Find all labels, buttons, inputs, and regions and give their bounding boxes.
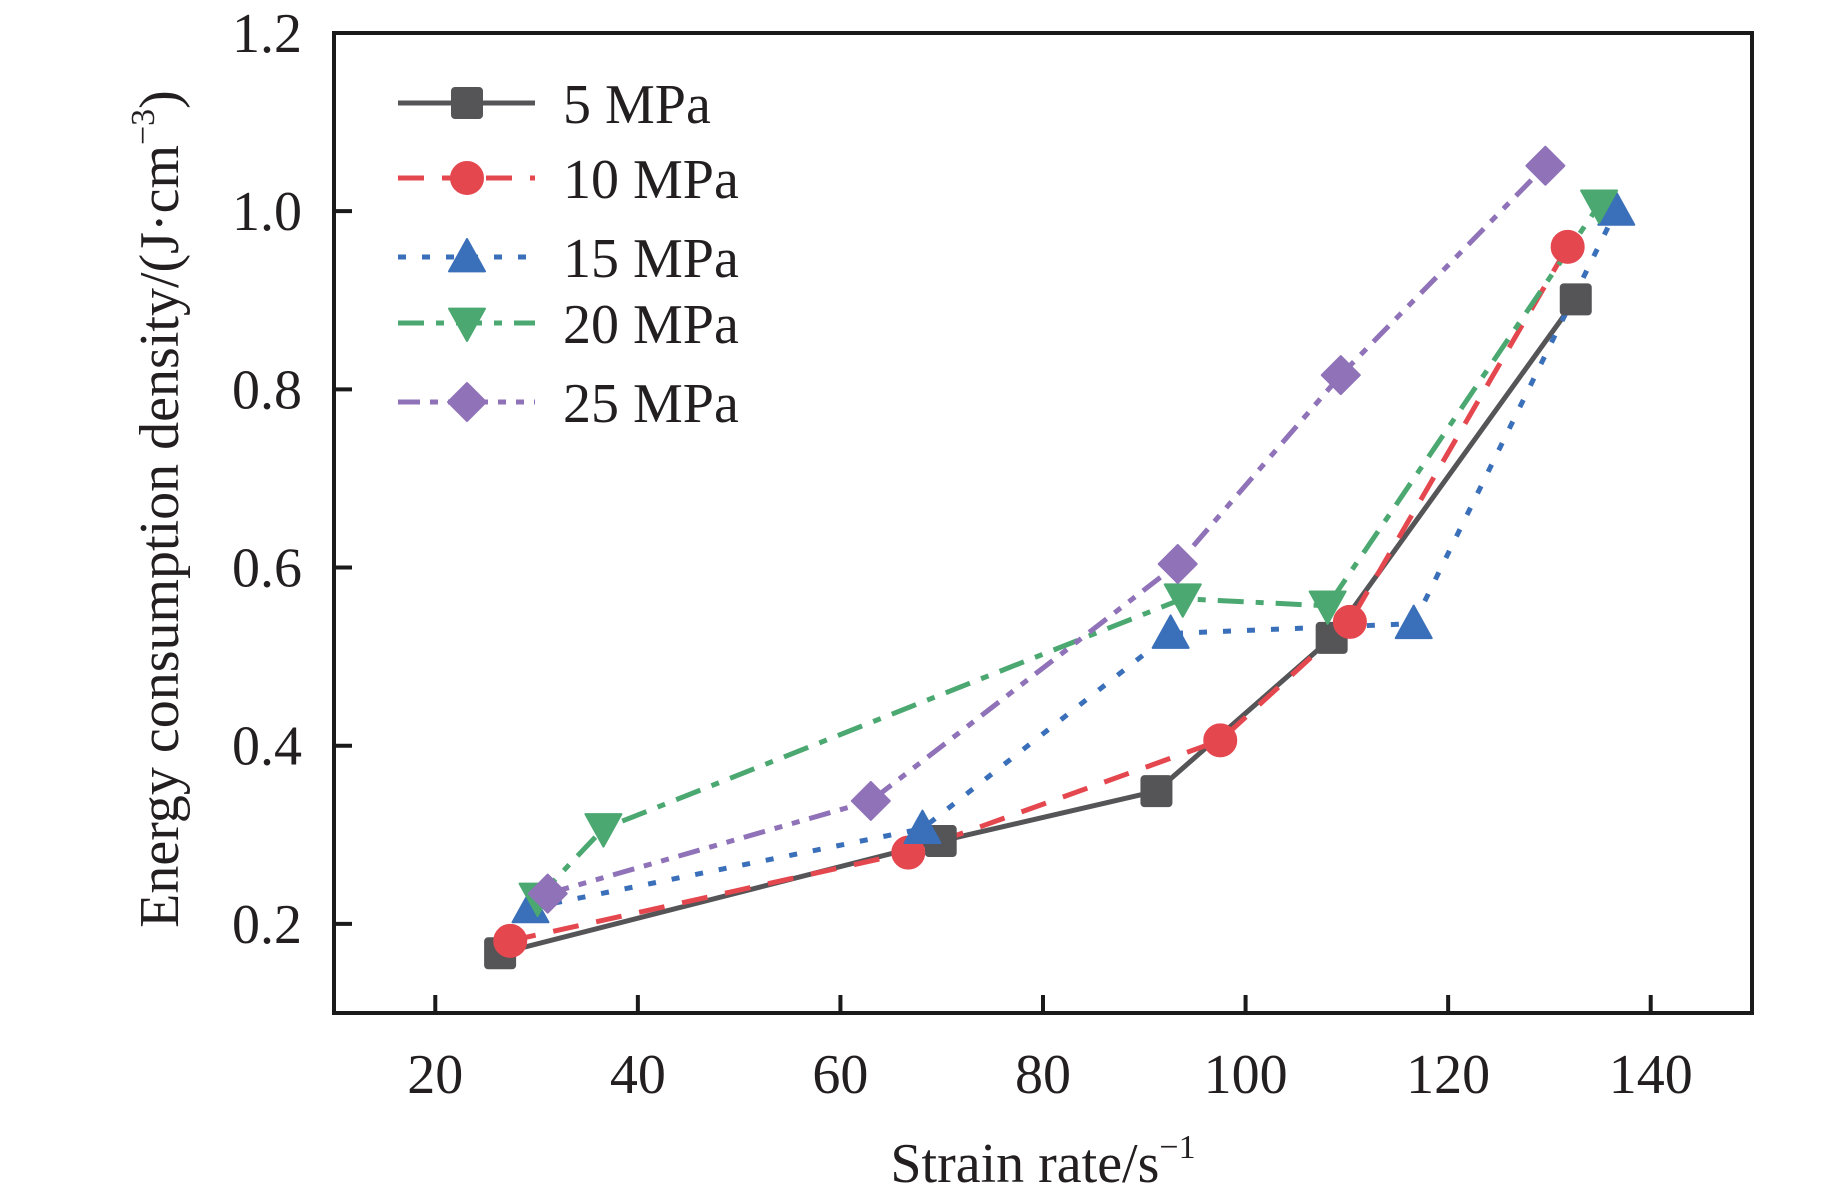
data-point-triangle-up	[1394, 604, 1433, 640]
data-point-triangle-down	[584, 813, 623, 848]
series-25-mpa	[547, 163, 1548, 897]
x-tick-label: 40	[610, 1044, 666, 1106]
y-axis: 0.2 0.4 0.6 0.8 1.0 1.2	[232, 3, 352, 956]
series-10-mpa	[509, 245, 1570, 944]
data-point-triangle-up	[1151, 614, 1190, 649]
series-layer	[484, 145, 1636, 970]
data-point-square	[1559, 283, 1592, 316]
legend-marker-triangle-up	[448, 238, 486, 273]
x-tick-label: 60	[812, 1044, 868, 1106]
x-tick-label: 20	[407, 1044, 463, 1106]
series-markers	[527, 145, 1566, 914]
data-point-diamond	[527, 873, 568, 914]
series-markers	[493, 229, 1585, 958]
data-point-diamond	[1157, 543, 1198, 584]
data-point-circle	[493, 923, 528, 958]
y-axis-label: Energy consumption density/(J·cm−3)	[125, 90, 191, 928]
legend-item: 10 MPa	[398, 149, 739, 211]
legend-item: 15 MPa	[398, 228, 739, 290]
series-markers	[511, 191, 1636, 924]
x-tick-label: 140	[1609, 1044, 1693, 1106]
legend-label: 20 MPa	[563, 294, 739, 356]
x-tick-label: 120	[1406, 1044, 1490, 1106]
data-point-triangle-down	[1308, 590, 1347, 625]
y-tick-label: 0.2	[232, 894, 302, 956]
legend-item: 20 MPa	[398, 294, 739, 356]
data-point-diamond	[1525, 145, 1566, 186]
data-point-circle	[1332, 604, 1367, 639]
series-line	[509, 245, 1570, 944]
y-tick-label: 1.0	[232, 181, 302, 243]
x-tick-label: 100	[1204, 1044, 1288, 1106]
y-tick-label: 0.8	[232, 359, 302, 421]
y-tick-label: 0.4	[232, 716, 302, 778]
series-15-mpa	[529, 209, 1619, 911]
legend-marker-square	[451, 87, 483, 119]
data-point-diamond	[1320, 355, 1361, 396]
data-point-triangle-down	[1163, 583, 1202, 618]
legend-label: 5 MPa	[563, 74, 711, 136]
x-tick-label: 80	[1015, 1044, 1071, 1106]
data-point-triangle-up	[903, 809, 942, 844]
y-tick-label: 0.6	[232, 538, 302, 600]
legend-label: 25 MPa	[563, 373, 739, 435]
series-line	[529, 209, 1619, 911]
data-point-triangle-down	[1580, 189, 1619, 224]
data-point-square	[1140, 775, 1173, 808]
legend-marker-diamond	[447, 382, 487, 422]
legend-marker-triangle-down	[448, 307, 486, 342]
legend-marker-circle	[450, 161, 484, 195]
data-point-circle	[1203, 723, 1238, 758]
y-tick-label: 1.2	[232, 3, 302, 65]
x-axis: 20 40 60 80 100 120 140	[407, 995, 1693, 1106]
legend-item: 25 MPa	[398, 373, 739, 435]
legend-label: 10 MPa	[563, 149, 739, 211]
x-axis-label: Strain rate/s−1	[890, 1129, 1195, 1195]
data-point-circle	[1550, 229, 1585, 264]
legend-item: 5 MPa	[398, 74, 711, 136]
legend-label: 15 MPa	[563, 228, 739, 290]
data-point-diamond	[850, 780, 891, 821]
series-line	[547, 163, 1548, 897]
